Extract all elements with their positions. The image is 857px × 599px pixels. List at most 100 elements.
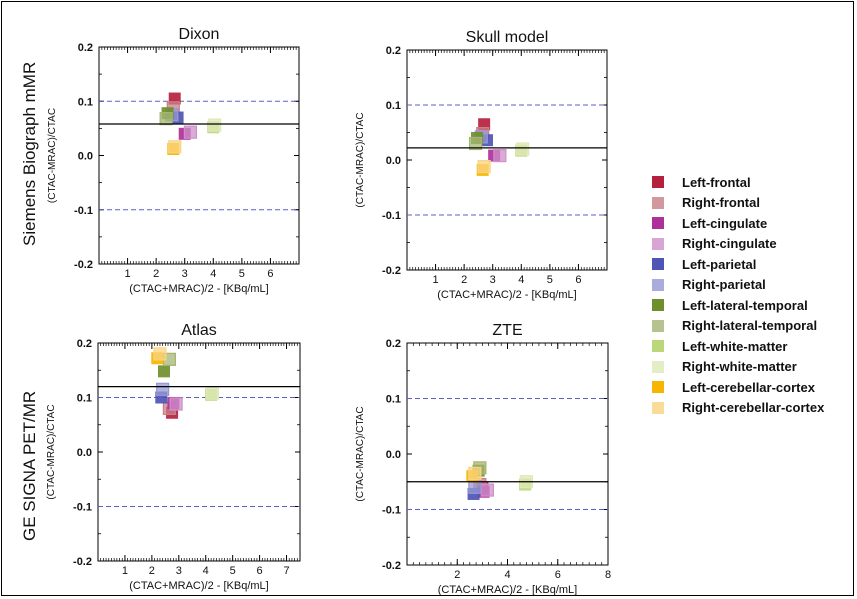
legend-label: Right-cerebellar-cortex [682, 400, 825, 416]
y-axis-label: (CTAC-MRAC)/CTAC [46, 404, 57, 499]
x-axis-label: (CTAC+MRAC)/2 - [KBq/mL] [437, 289, 576, 301]
legend-item: Right-white-matter [652, 357, 824, 378]
legend-label: Right-frontal [682, 195, 760, 211]
x-axis-label: (CTAC+MRAC)/2 - [KBq/mL] [129, 580, 268, 592]
legend-swatch [652, 176, 664, 189]
chart-title: Skull model [466, 29, 549, 46]
y-tick-label: 0.2 [77, 338, 92, 350]
legend-item: Right-cingulate [652, 234, 824, 255]
x-axis-label: (CTAC+MRAC)/2 - [KBq/mL] [438, 584, 577, 596]
y-tick-label: 0.2 [386, 338, 401, 350]
x-tick-label: 3 [176, 565, 182, 577]
y-tick-label: -0.1 [382, 210, 401, 222]
x-tick-label: 3 [490, 274, 496, 286]
x-tick-label: 1 [125, 268, 131, 280]
x-axis-label: (CTAC+MRAC)/2 - [KBq/mL] [129, 283, 268, 295]
x-tick-label: 6 [555, 569, 561, 581]
y-tick-label: 0.2 [78, 42, 93, 54]
legend-item: Right-parietal [652, 275, 824, 296]
y-tick-label: 0.1 [78, 96, 93, 108]
legend-swatch [652, 401, 664, 414]
chart-panel: Skull model (CTAC+MRAC)/2 - [KBq/mL] (CTAC… [355, 29, 608, 301]
row-label-ge: GE SIGNA PET/MR [20, 390, 39, 541]
y-tick-label: 0.0 [386, 449, 401, 461]
legend-swatch [652, 278, 664, 291]
data-point [480, 483, 494, 497]
y-axis-label: (CTAC-MRAC)/CTAC [47, 108, 58, 203]
y-tick-label: -0.2 [73, 556, 92, 568]
legend-item: Right-cerebellar-cortex [652, 398, 824, 419]
x-tick-label: 2 [461, 274, 467, 286]
chart-title: Dixon [179, 26, 220, 43]
legend-label: Left-parietal [682, 256, 757, 272]
legend-swatch [652, 217, 664, 230]
x-tick-label: 2 [153, 268, 159, 280]
legend-label: Left-cerebellar-cortex [682, 379, 815, 395]
data-point [159, 112, 173, 126]
legend-label: Right-parietal [682, 277, 766, 293]
x-tick-label: 7 [283, 565, 289, 577]
y-tick-label: 0.1 [77, 393, 92, 405]
data-point [468, 466, 482, 481]
data-point [477, 160, 491, 174]
y-tick-label: 0.1 [386, 394, 401, 406]
y-tick-label: 0.0 [78, 151, 93, 163]
legend-label: Left-lateral-temporal [682, 297, 808, 313]
chart-panel: Atlas (CTAC+MRAC)/2 - [KBq/mL] (CTAC-MRAC)… [46, 322, 301, 592]
y-tick-label: -0.2 [382, 560, 401, 572]
x-tick-label: 6 [257, 565, 263, 577]
data-point [157, 365, 170, 378]
data-point [156, 382, 170, 396]
y-tick-label: 0.1 [386, 100, 401, 112]
y-tick-label: -0.2 [382, 265, 401, 277]
x-tick-label: 1 [122, 565, 128, 577]
y-axis-label: (CTAC-MRAC)/CTAC [355, 112, 366, 207]
legend-item: Left-cingulate [652, 213, 824, 234]
y-tick-label: -0.1 [74, 205, 93, 217]
legend-swatch [652, 360, 664, 373]
y-tick-label: 0.2 [386, 45, 401, 57]
x-tick-label: 5 [239, 268, 245, 280]
x-tick-label: 5 [547, 274, 553, 286]
x-tick-label: 1 [433, 274, 439, 286]
plot-area [406, 342, 609, 566]
chart-title: Atlas [181, 322, 217, 339]
y-tick-label: -0.2 [74, 259, 93, 271]
legend-item: Left-white-matter [652, 336, 824, 357]
legend-swatch [652, 381, 664, 394]
legend-label: Left-cingulate [682, 215, 768, 231]
legend-swatch [652, 196, 664, 209]
x-tick-label: 5 [230, 565, 236, 577]
x-tick-label: 4 [210, 268, 216, 280]
x-tick-label: 8 [605, 569, 611, 581]
plot-area [406, 49, 608, 271]
legend-swatch [652, 319, 664, 332]
data-point [493, 149, 507, 163]
legend-label: Left-frontal [682, 174, 751, 190]
y-tick-label: -0.1 [382, 505, 401, 517]
data-point [169, 397, 183, 411]
legend-item: Left-lateral-temporal [652, 295, 824, 316]
x-tick-label: 6 [575, 274, 581, 286]
chart-title: ZTE [492, 322, 522, 339]
legend-label: Right-white-matter [682, 359, 797, 375]
legend-swatch [652, 340, 664, 353]
legend-item: Right-lateral-temporal [652, 316, 824, 337]
x-tick-label: 2 [149, 565, 155, 577]
legend: Left-frontal Right-frontal Left-cingulate R… [652, 172, 824, 418]
row-label-siemens: Siemens Biograph mMR [20, 61, 39, 246]
x-tick-label: 4 [518, 274, 524, 286]
legend-label: Left-white-matter [682, 338, 788, 354]
legend-swatch [652, 299, 664, 312]
legend-swatch [652, 237, 664, 250]
data-point [205, 386, 220, 400]
x-tick-label: 3 [182, 268, 188, 280]
legend-item: Left-cerebellar-cortex [652, 377, 824, 398]
y-tick-label: 0.0 [386, 155, 401, 167]
x-tick-label: 4 [203, 565, 209, 577]
data-point [208, 118, 222, 132]
plot-area [97, 342, 301, 562]
y-axis-label: (CTAC-MRAC)/CTAC [355, 406, 366, 501]
